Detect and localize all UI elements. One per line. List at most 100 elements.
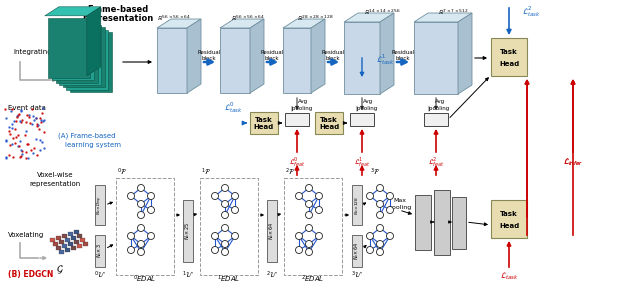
Bar [53,242,58,246]
Polygon shape [458,13,472,94]
Bar [56,246,61,250]
Circle shape [376,241,383,248]
Text: Residual: Residual [260,49,284,55]
Circle shape [305,241,312,248]
Text: Task: Task [320,117,338,123]
Text: $^2EDAL$: $^2EDAL$ [301,273,324,281]
Text: 128: 128 [291,117,304,123]
Bar [62,234,67,238]
Polygon shape [87,7,101,76]
Circle shape [296,192,303,200]
Text: 1024: 1024 [456,214,461,230]
Text: $\mathcal{L}_{task}$: $\mathcal{L}_{task}$ [500,270,518,281]
Circle shape [232,207,239,214]
FancyBboxPatch shape [267,200,277,262]
Polygon shape [414,13,472,22]
Text: Residual: Residual [197,49,221,55]
FancyBboxPatch shape [95,235,105,267]
Circle shape [387,192,394,200]
Text: $\mathcal{L}^2_{feat}$: $\mathcal{L}^2_{feat}$ [428,155,444,169]
Text: $\mathbb{R}^{7\times7\times512}$: $\mathbb{R}^{7\times7\times512}$ [438,7,468,17]
Circle shape [305,201,312,207]
Text: Task: Task [255,117,273,123]
Circle shape [147,192,154,200]
Circle shape [221,185,228,191]
Text: block: block [326,56,340,62]
FancyBboxPatch shape [315,112,343,134]
Circle shape [305,225,312,232]
Text: $\mathcal{L}_{infer}$: $\mathcal{L}_{infer}$ [563,156,583,168]
Text: learning system: learning system [65,142,121,148]
Text: Integrating: Integrating [13,49,52,55]
FancyBboxPatch shape [352,235,362,267]
Circle shape [305,212,312,219]
Text: Max: Max [394,198,406,203]
Text: $\mathcal{L}_{infer}$: $\mathcal{L}_{infer}$ [563,156,583,168]
Text: (1024): (1024) [440,213,445,231]
Text: $N_v\!\times\!3$: $N_v\!\times\!3$ [95,244,104,259]
Text: Event data: Event data [8,105,46,111]
Polygon shape [49,18,90,78]
Text: $^3\mathcal{U}$: $^3\mathcal{U}$ [351,269,363,281]
Text: |pooling: |pooling [355,105,377,111]
Polygon shape [283,28,311,93]
Text: Voxelating: Voxelating [8,232,44,238]
Text: $N_v\!\times\!64$: $N_v\!\times\!64$ [268,222,276,240]
Bar [62,244,67,248]
Circle shape [127,232,134,239]
Polygon shape [283,19,325,28]
Circle shape [138,248,145,255]
Polygon shape [45,7,101,16]
Text: $\mathbb{R}^{56\times56\times64}$: $\mathbb{R}^{56\times56\times64}$ [231,13,265,23]
Text: Head: Head [499,61,519,67]
Polygon shape [52,21,94,80]
Text: $^0EDAL$: $^0EDAL$ [133,273,157,281]
Circle shape [316,232,323,239]
Circle shape [127,192,134,200]
Circle shape [367,192,374,200]
Bar [59,250,64,254]
Circle shape [305,248,312,255]
Polygon shape [344,22,380,94]
Text: Head: Head [319,124,339,130]
Polygon shape [70,32,112,92]
Bar [65,238,70,242]
Polygon shape [187,19,201,93]
Polygon shape [63,27,105,87]
Text: (B) EDGCN: (B) EDGCN [8,271,53,280]
Polygon shape [250,19,264,93]
Circle shape [138,212,145,219]
Circle shape [211,246,218,253]
Text: $\mathbb{R}^{14\times14\times256}$: $\mathbb{R}^{14\times14\times256}$ [364,7,400,17]
Circle shape [232,232,239,239]
Circle shape [211,192,218,200]
Polygon shape [157,19,201,28]
Text: $^0\mathcal{F}$: $^0\mathcal{F}$ [117,166,127,178]
Text: block: block [265,56,279,62]
Text: MLP: MLP [436,207,448,212]
Text: $N_v\!\times\!25$: $N_v\!\times\!25$ [184,222,193,240]
Polygon shape [67,30,108,90]
Text: block: block [202,56,216,62]
Circle shape [221,212,228,219]
Text: |pooling: |pooling [290,105,312,111]
Text: $\mathcal{L}^2_{task}$: $\mathcal{L}^2_{task}$ [522,4,541,19]
Text: Avg: Avg [435,99,445,105]
FancyBboxPatch shape [415,195,431,250]
Polygon shape [311,19,325,93]
FancyBboxPatch shape [285,113,309,126]
Bar [83,242,88,246]
Text: $\mathbb{R}^{28\times28\times128}$: $\mathbb{R}^{28\times28\times128}$ [297,13,333,23]
Circle shape [367,246,374,253]
Text: Residual: Residual [392,49,415,55]
Circle shape [221,225,228,232]
Circle shape [376,185,383,191]
Circle shape [211,232,218,239]
Text: Head: Head [254,124,274,130]
Text: $N_v\!\times\!128$: $N_v\!\times\!128$ [353,195,361,215]
Text: $^3\mathcal{F}$: $^3\mathcal{F}$ [370,166,380,178]
Polygon shape [380,13,394,94]
Text: Avg: Avg [363,99,373,105]
Text: $^1\mathcal{U}$: $^1\mathcal{U}$ [182,269,194,281]
Circle shape [376,225,383,232]
